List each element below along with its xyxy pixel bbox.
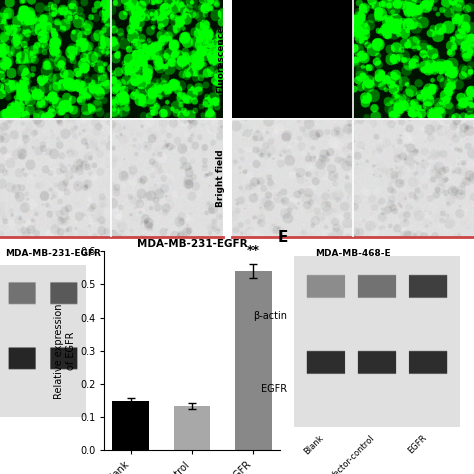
Text: Fluorescence: Fluorescence (216, 26, 225, 93)
Text: EGFR: EGFR (406, 433, 428, 456)
Text: MDA-MB-231-EGFR: MDA-MB-231-EGFR (6, 249, 101, 258)
Text: Bright field: Bright field (216, 149, 225, 207)
Bar (173, 406, 210, 450)
Text: EGFR: EGFR (261, 384, 287, 394)
Bar (112, 401, 149, 450)
Text: Blank: Blank (302, 433, 325, 456)
Text: Vector-control: Vector-control (329, 433, 377, 474)
Y-axis label: Relative expression
of EGFR: Relative expression of EGFR (54, 303, 76, 399)
Text: E: E (277, 230, 288, 246)
Text: MDA-MB-468-E: MDA-MB-468-E (315, 249, 391, 258)
Text: **: ** (247, 244, 260, 257)
Title: MDA-MB-231-EGFR: MDA-MB-231-EGFR (137, 239, 247, 249)
Bar (235, 271, 272, 450)
Text: β-actin: β-actin (253, 310, 287, 321)
